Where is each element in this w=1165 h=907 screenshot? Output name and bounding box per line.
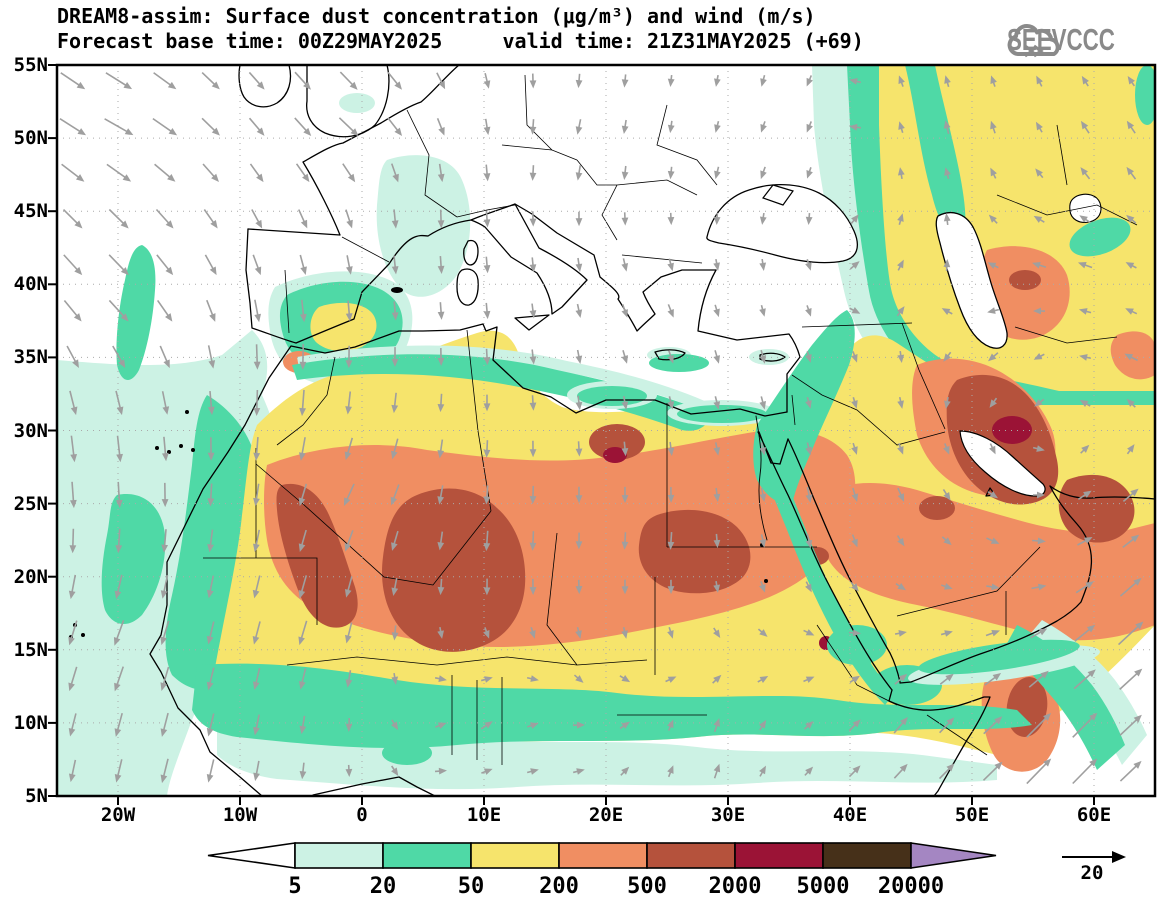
colorbar-label-2000: 2000 (690, 874, 780, 899)
colorbar-segment-500 (647, 843, 735, 868)
colorbar-segment-200 (559, 843, 647, 868)
colorbar-left-arrow (208, 843, 295, 868)
lat-label-30N: 30N (0, 420, 48, 442)
lon-label-20W: 20W (78, 804, 158, 826)
forecast-figure: DREAM8-assim: Surface dust concentration… (0, 0, 1165, 907)
wind-reference-value: 20 (1062, 862, 1122, 884)
lon-label-30E: 30E (688, 804, 768, 826)
lat-label-20N: 20N (0, 566, 48, 588)
map-chart (0, 0, 1165, 907)
dust-region-cyrenaica-cap (577, 386, 647, 406)
colorbar-label-20000: 20000 (866, 874, 956, 899)
colorbar-segment-20 (383, 843, 471, 868)
lat-label-10N: 10N (0, 712, 48, 734)
lon-label-50E: 50E (932, 804, 1012, 826)
colorbar-label-5: 5 (250, 874, 340, 899)
lat-label-50N: 50N (0, 127, 48, 149)
lat-label-35N: 35N (0, 346, 48, 368)
lon-label-20E: 20E (566, 804, 646, 826)
lat-label-45N: 45N (0, 200, 48, 222)
lat-label-5N: 5N (0, 785, 48, 807)
colorbar-label-500: 500 (602, 874, 692, 899)
dust-region-england-low-1 (339, 93, 375, 113)
colorbar-label-200: 200 (514, 874, 604, 899)
lon-label-0: 0 (322, 804, 402, 826)
lat-label-25N: 25N (0, 493, 48, 515)
colorbar (208, 843, 996, 868)
lon-label-60E: 60E (1054, 804, 1134, 826)
lat-label-55N: 55N (0, 54, 48, 76)
lon-label-10E: 10E (444, 804, 524, 826)
dust-region-guinea-pocket-1 (382, 741, 432, 765)
lon-label-10W: 10W (200, 804, 280, 826)
colorbar-right-arrow (911, 843, 996, 868)
lat-label-40N: 40N (0, 273, 48, 295)
colorbar-label-20: 20 (338, 874, 428, 899)
colorbar-segment-50 (471, 843, 559, 868)
lon-label-40E: 40E (810, 804, 890, 826)
colorbar-label-5000: 5000 (778, 874, 868, 899)
colorbar-segment-5 (295, 843, 383, 868)
lat-label-15N: 15N (0, 639, 48, 661)
colorbar-label-50: 50 (426, 874, 516, 899)
colorbar-segment-2000 (735, 843, 823, 868)
colorbar-segment-5000 (823, 843, 911, 868)
dust-region-turkmen-core (1009, 270, 1041, 290)
